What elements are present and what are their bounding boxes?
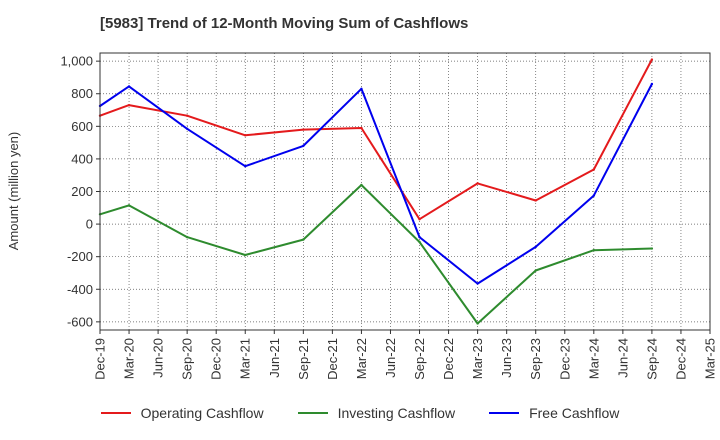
data-point-free-cashflow xyxy=(244,165,247,168)
x-tick-label: Jun-23 xyxy=(499,338,514,378)
legend-swatch-investing xyxy=(297,412,328,414)
chart-title: [5983] Trend of 12-Month Moving Sum of C… xyxy=(100,15,469,32)
legend-swatch-operating xyxy=(100,412,131,414)
legend: Operating Cashflow Investing Cashflow Fr… xyxy=(0,405,720,421)
data-point-investing-cashflow xyxy=(418,240,421,244)
data-point-investing-cashflow xyxy=(534,269,537,272)
data-point-operating-cashflow xyxy=(592,168,596,171)
x-tick-label: Mar-24 xyxy=(586,338,601,379)
data-point-free-cashflow xyxy=(185,127,189,130)
data-point-operating-cashflow xyxy=(476,182,479,185)
x-tick-label: Sep-21 xyxy=(296,338,311,380)
y-tick-label: -600 xyxy=(67,314,93,329)
y-tick-label: 600 xyxy=(71,119,93,134)
x-tick-label: Jun-21 xyxy=(267,338,282,378)
x-tick-label: Jun-20 xyxy=(151,338,166,378)
y-axis: -600 -400 -200 0 200 400 600 800 1,000 xyxy=(60,54,100,329)
data-point-free-cashflow xyxy=(360,87,363,91)
x-tick-label: Dec-19 xyxy=(93,338,108,380)
x-axis: Dec-19 Mar-20 Jun-20 Sep-20 Dec-20 Mar-21 Jun-… xyxy=(93,330,718,380)
legend-item-operating: Operating Cashflow xyxy=(100,405,264,421)
x-tick-label: Mar-25 xyxy=(703,338,718,379)
data-point-operating-cashflow xyxy=(418,218,421,221)
data-point-investing-cashflow xyxy=(127,204,131,207)
data-point-investing-cashflow xyxy=(360,183,363,187)
x-tick-label: Jun-24 xyxy=(615,338,630,378)
data-point-free-cashflow xyxy=(418,235,421,239)
y-tick-label: 0 xyxy=(86,217,93,232)
x-tick-label: Mar-23 xyxy=(470,338,485,379)
y-axis-label: Amount (million yen) xyxy=(6,132,21,251)
data-point-investing-cashflow xyxy=(592,248,596,252)
data-point-investing-cashflow xyxy=(185,235,189,239)
data-point-free-cashflow xyxy=(650,82,654,86)
legend-label-operating: Operating Cashflow xyxy=(140,405,264,421)
x-tick-label: Mar-20 xyxy=(122,338,137,379)
legend-swatch-free xyxy=(489,412,520,414)
x-tick-label: Dec-20 xyxy=(209,338,224,380)
data-point-free-cashflow xyxy=(534,245,537,249)
y-tick-label: 400 xyxy=(71,151,93,166)
data-point-free-cashflow xyxy=(127,85,131,88)
data-point-free-cashflow xyxy=(476,282,479,285)
x-tick-label: Mar-22 xyxy=(354,338,369,379)
data-point-operating-cashflow xyxy=(127,103,131,107)
x-tick-label: Dec-23 xyxy=(557,338,572,380)
series-lines xyxy=(98,58,654,325)
y-tick-label: 200 xyxy=(71,184,93,199)
x-tick-label: Sep-22 xyxy=(412,338,427,380)
legend-label-investing: Investing Cashflow xyxy=(337,405,456,421)
y-tick-label: -400 xyxy=(67,282,93,297)
data-point-free-cashflow xyxy=(302,144,305,148)
x-tick-label: Dec-21 xyxy=(325,338,340,380)
plot-area xyxy=(100,53,710,330)
x-tick-label: Sep-20 xyxy=(180,338,195,380)
y-tick-label: -200 xyxy=(67,249,93,264)
x-tick-label: Sep-23 xyxy=(528,338,543,380)
x-tick-label: Dec-24 xyxy=(673,338,688,380)
data-point-operating-cashflow xyxy=(185,114,189,117)
data-point-investing-cashflow xyxy=(302,238,305,241)
x-tick-label: Mar-21 xyxy=(238,338,253,379)
data-point-free-cashflow xyxy=(592,194,596,197)
data-point-operating-cashflow xyxy=(360,126,363,130)
data-point-operating-cashflow xyxy=(534,199,537,202)
legend-label-free: Free Cashflow xyxy=(529,405,620,421)
data-point-investing-cashflow xyxy=(476,322,479,325)
x-tick-label: Dec-22 xyxy=(441,338,456,380)
y-tick-label: 800 xyxy=(71,86,93,101)
legend-item-investing: Investing Cashflow xyxy=(297,405,456,421)
x-tick-label: Jun-22 xyxy=(383,338,398,378)
data-point-operating-cashflow xyxy=(244,134,247,137)
data-point-investing-cashflow xyxy=(650,247,654,250)
data-point-investing-cashflow xyxy=(244,253,247,257)
y-tick-label: 1,000 xyxy=(60,54,93,69)
x-tick-label: Sep-24 xyxy=(644,338,659,380)
data-point-operating-cashflow xyxy=(302,128,305,131)
legend-item-free: Free Cashflow xyxy=(489,405,619,421)
data-point-operating-cashflow xyxy=(650,58,654,61)
